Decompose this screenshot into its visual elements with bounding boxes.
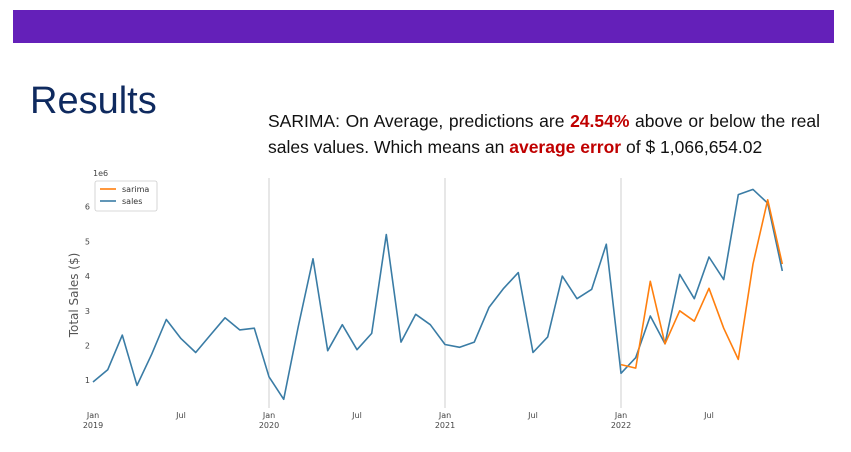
x-tick-label: Jul	[175, 411, 186, 420]
y-tick-label: 2	[85, 342, 90, 351]
x-tick-label: Jul	[703, 411, 714, 420]
x-tick-label: Jan	[262, 411, 275, 420]
error-percentage: 24.54%	[570, 111, 630, 131]
x-tick-year: 2019	[83, 421, 103, 430]
caption-text-2: above or below the real sales values. Wh…	[268, 111, 820, 157]
caption-text-3: of $ 1,066,654.02	[621, 137, 763, 157]
x-tick-year: 2021	[435, 421, 455, 430]
x-tick-year: 2022	[611, 421, 631, 430]
legend-label-sarima: sarima	[122, 185, 149, 194]
legend-label-sales: sales	[122, 197, 142, 206]
y-axis-label: Total Sales ($)	[67, 253, 81, 339]
y-tick-label: 5	[85, 237, 90, 246]
x-tick-label: Jan	[438, 411, 451, 420]
year-separator-lines	[268, 178, 622, 408]
average-error-label: average error	[509, 137, 622, 157]
slide-title: Results	[30, 80, 157, 122]
x-tick-year: 2020	[259, 421, 279, 430]
results-caption: SARIMA: On Average, predictions are 24.5…	[268, 108, 820, 160]
series-line-sarima	[620, 198, 784, 369]
y-tick-label: 6	[85, 203, 90, 212]
header-bar	[13, 10, 834, 43]
y-multiplier-label: 1e6	[93, 169, 108, 178]
chart-lines	[92, 188, 784, 401]
y-axis-ticks: 1 2 3 4 5 6	[85, 203, 90, 386]
series-line-sales	[92, 188, 784, 401]
caption-text-1: SARIMA: On Average, predictions are	[268, 111, 571, 131]
legend: sarima sales	[94, 180, 158, 212]
x-tick-label: Jan	[86, 411, 99, 420]
x-tick-label: Jul	[351, 411, 362, 420]
y-tick-label: 1	[85, 376, 90, 385]
y-tick-label: 3	[85, 307, 90, 316]
x-tick-label: Jul	[527, 411, 538, 420]
y-tick-label: 4	[85, 272, 90, 281]
x-tick-label: Jan	[614, 411, 627, 420]
